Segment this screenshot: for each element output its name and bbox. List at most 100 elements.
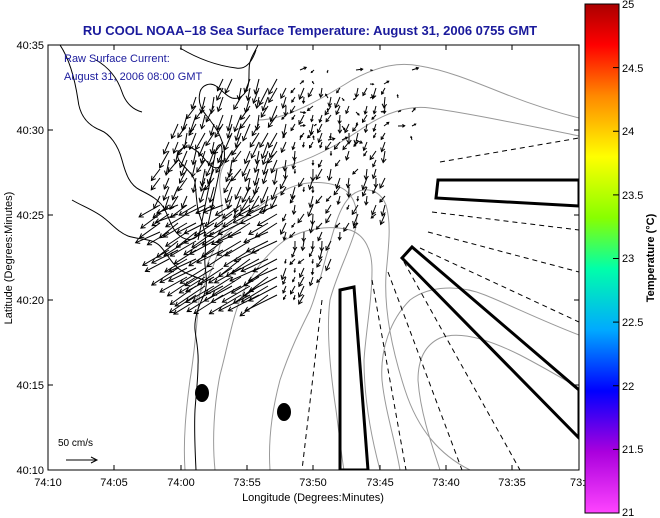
current-vector [315,195,323,204]
current-vector [310,222,314,233]
current-vector-head [325,245,331,252]
current-vector [163,141,170,155]
current-vector-head [315,225,320,230]
contour-outer [269,189,471,470]
colorbar: 25 24.5 24 23.5 23 22.5 22 21.5 21 Tempe… [584,0,657,518]
current-vector [201,114,206,129]
current-vector [205,132,215,146]
current-vector-head [262,169,268,176]
current-vector-head [215,238,222,244]
current-vector [370,213,377,219]
current-vector [271,186,278,200]
current-vector-head [379,219,385,226]
current-vector [208,267,233,284]
current-vector-head [306,107,311,112]
current-vector [191,96,197,109]
y-axis-label: Latitude (Degrees:Minutes) [3,192,15,325]
current-vector-head [298,119,304,126]
current-vector-head [362,146,367,152]
current-vector-head [363,175,369,181]
current-vector [319,141,323,148]
current-vector [383,105,386,114]
current-vector [293,150,296,161]
current-vector-head [178,162,185,169]
current-vector-head [248,207,254,214]
contour-shelf [381,287,579,470]
current-vector [185,276,215,293]
current-vector [338,114,341,124]
current-vector [335,105,341,115]
current-vector-head [284,261,287,264]
current-vector-head [306,134,311,139]
current-vector [203,222,224,237]
current-vector-head [290,90,294,94]
current-vector [170,285,197,305]
current-vector [159,267,188,283]
current-vector-head [291,224,295,228]
current-vector [191,231,215,248]
current-vector-head [280,93,286,100]
current-vector [163,240,188,257]
current-vector [262,168,269,184]
current-vector [169,258,197,272]
current-vector-head [310,118,314,123]
current-vector-head [282,289,286,294]
current-vector-head [178,288,185,294]
current-vector [222,213,242,228]
current-vector [326,195,332,202]
current-vector [243,267,269,287]
current-vector-head [279,229,285,236]
current-vector [241,258,269,272]
current-vector-head [231,150,237,156]
current-vector-head [325,198,330,202]
current-vector [225,168,233,182]
colorbar-tick-label: 24.5 [622,63,643,75]
current-vector-head [335,183,341,190]
y-tick-label: 40:15 [16,380,44,392]
current-vector-head [208,309,215,315]
current-vector [207,168,215,184]
y-tick-label: 40:10 [16,465,44,477]
current-vector [234,195,242,214]
current-vector-head [352,98,355,101]
current-vector-head [199,186,205,193]
current-vector-head [310,70,313,74]
current-vector-head [372,190,376,195]
current-vector-head [232,218,238,224]
current-vector-head [300,246,306,252]
current-vector-head [177,132,183,139]
current-vector [246,204,269,216]
current-vector [254,159,260,173]
current-vector [167,159,179,173]
current-vector [188,123,197,136]
current-vector-head [256,221,263,226]
current-vector [270,105,278,122]
current-vector [246,240,269,253]
current-vector [201,168,206,186]
current-vector [267,150,278,164]
y-tick-label: 40:20 [16,295,44,307]
current-vector-head [234,135,240,142]
current-vector-head [292,156,297,162]
current-vector [252,258,278,273]
current-vector-head [310,271,315,276]
current-vector [163,186,170,201]
current-vector [234,114,242,132]
current-vector [239,294,269,317]
current-vector-head [196,258,202,264]
current-vector-head [172,148,178,154]
current-vector-head [297,218,303,224]
current-vector-head [308,281,314,287]
current-vector-head [241,135,248,142]
current-vector [234,249,260,262]
ocean-background [48,45,579,470]
current-vector-head [361,184,367,191]
current-vector [211,231,233,245]
current-vector [178,204,197,216]
current-vector [362,87,368,96]
contour-upper-2 [269,106,579,171]
current-vector-head [155,209,162,215]
current-vector-head [301,100,306,105]
current-vector [225,78,233,94]
current-vector [248,267,278,282]
